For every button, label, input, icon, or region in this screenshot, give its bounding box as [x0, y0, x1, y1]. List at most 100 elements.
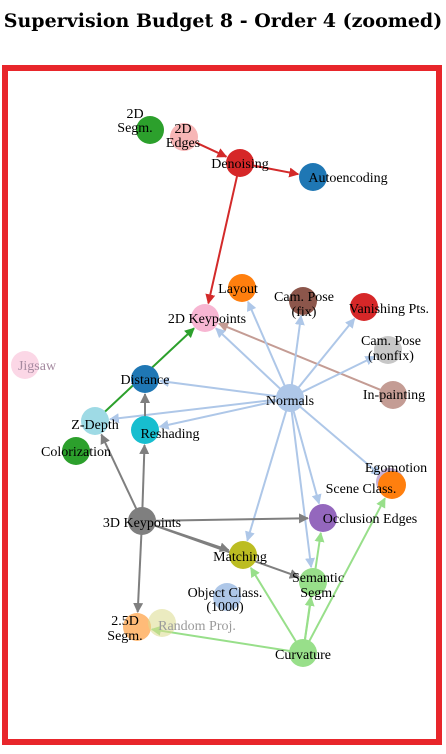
node-label-3d-keypoints: 3D Keypoints — [103, 516, 181, 531]
node-autoencoding — [299, 163, 327, 191]
node-label-jigsaw: Jigsaw — [18, 359, 57, 374]
node-label-random-proj: Random Proj. — [158, 619, 236, 634]
node-label-line: (nonfix) — [368, 349, 414, 364]
node-label-curvature: Curvature — [275, 648, 331, 663]
node-label-2d-keypoints: 2D Keypoints — [168, 312, 246, 327]
node-label-egomotion: Egomotion — [365, 461, 427, 476]
node-label-line: Normals — [266, 394, 314, 409]
node-normals — [276, 384, 304, 412]
edge-3d_keypoints-to-reshading — [139, 443, 150, 513]
node-label-2-5d-segm: 2.5D Segm. — [107, 614, 142, 644]
edge-denoising-to-autoencoding — [248, 163, 300, 178]
node-label-colorization: Colorization — [41, 445, 111, 460]
edge-normals-to-scene_class — [295, 402, 382, 477]
node-label-autoencoding: Autoencoding — [308, 171, 387, 186]
node-label-line: Matching — [213, 550, 267, 565]
edge-normals-to-distance — [158, 377, 282, 398]
node-z-depth — [81, 407, 109, 435]
node-label-line: Random Proj. — [158, 619, 236, 634]
node-label-line: Object Class. — [188, 586, 263, 601]
node-object-class — [213, 583, 241, 611]
node-label-layout: Layout — [218, 282, 258, 297]
node-label-line: Segm. — [117, 121, 152, 136]
labels-layer: 2D Segm. 2D EdgesDenoisingAutoencodingLayou… — [18, 107, 429, 663]
node-colorization — [62, 437, 90, 465]
node-label-line: Distance — [121, 373, 170, 388]
node-label-matching: Matching — [213, 550, 267, 565]
node-label-line: In-painting — [363, 388, 425, 403]
node-label-line: Egomotion — [365, 461, 427, 476]
node-curvature — [289, 639, 317, 667]
node-matching — [229, 541, 257, 569]
node-label-normals: Normals — [266, 394, 314, 409]
node-2d-keypoints — [191, 304, 219, 332]
node-label-semantic-segm: Semantic Segm. — [292, 571, 344, 601]
edge-curvature-to-scene_class — [306, 497, 386, 647]
node-label-line: Semantic — [292, 571, 344, 586]
node-layout — [228, 274, 256, 302]
node-label-cam-pose-fix: Cam. Pose (fix) — [274, 290, 334, 320]
node-label-line: Segm. — [300, 586, 335, 601]
node-random-proj — [148, 609, 176, 637]
node-label-line: Segm. — [107, 629, 142, 644]
node-vanishing-pts — [350, 293, 378, 321]
edge-normals-to-z_depth — [108, 397, 282, 424]
node-label-reshading: Reshading — [140, 427, 199, 442]
node-semantic-segm — [299, 568, 327, 596]
edge-2d_edges-to-denoising — [191, 139, 228, 158]
node-label-line: Colorization — [41, 445, 111, 460]
node-label-in-painting: In-painting — [363, 388, 425, 403]
node-label-scene-class: Scene Class. — [326, 482, 397, 497]
node-label-2d-segm: 2D Segm. — [117, 107, 152, 136]
edge-3d_keypoints-to-occlusion_edges — [150, 513, 310, 524]
node-label-line: Cam. Pose — [361, 334, 421, 349]
node-label-line: Cam. Pose — [274, 290, 334, 305]
node-label-line: 2.5D — [111, 614, 139, 629]
edge-normals-to-2d_keypoints — [215, 327, 285, 393]
node-label-line: Vanishing Pts. — [349, 302, 429, 317]
edge-3d_keypoints-to-z_depth — [100, 433, 140, 514]
node-distance — [131, 365, 159, 393]
nodes-layer — [11, 116, 407, 667]
node-label-line: 2D — [174, 122, 191, 137]
node-label-line: (1000) — [206, 600, 244, 615]
node-label-2d-edges: 2D Edges — [166, 122, 200, 151]
edges-layer — [100, 139, 386, 653]
edge-3d_keypoints-to-2_5d_segm — [133, 529, 144, 614]
node-label-z-depth: Z-Depth — [71, 418, 118, 433]
edge-normals-to-occlusion_edges — [291, 405, 322, 505]
node-label-line: Edges — [166, 136, 200, 151]
node-label-line: 2D — [126, 107, 143, 122]
node-scene-class — [378, 471, 406, 499]
node-label-line: Layout — [218, 282, 258, 297]
node-label-line: (fix) — [292, 305, 317, 320]
node-occlusion-edges — [309, 504, 337, 532]
node-label-line: Curvature — [275, 648, 331, 663]
node-2-5d-segm — [123, 613, 151, 641]
node-label-line: Autoencoding — [308, 171, 387, 186]
node-denoising — [226, 149, 254, 177]
node-label-vanishing-pts: Vanishing Pts. — [349, 302, 429, 317]
node-label-line: Denoising — [211, 157, 269, 172]
node-label-line: 3D Keypoints — [103, 516, 181, 531]
page-title: Supervision Budget 8 - Order 4 (zoomed) — [3, 10, 443, 32]
node-cam-pose-fix — [289, 287, 317, 315]
node-label-occlusion-edges: Occlusion Edges — [323, 512, 417, 527]
node-cam-pose-nonfix — [374, 336, 402, 364]
node-2d-edges — [170, 123, 198, 151]
edge-normals-to-vanishing_pts — [294, 317, 356, 393]
node-in-painting — [379, 381, 407, 409]
edge-curvature-to-2_5d_segm — [150, 625, 295, 653]
frame-border — [2, 65, 442, 745]
edge-normals-to-layout — [247, 300, 288, 391]
node-label-line: Z-Depth — [71, 418, 118, 433]
node-label-line: Occlusion Edges — [323, 512, 417, 527]
node-label-line: 2D Keypoints — [168, 312, 246, 327]
edge-3d_keypoints-to-semantic_segm — [149, 522, 300, 579]
edge-curvature-to-matching — [249, 566, 300, 647]
edge-normals-to-cam_pose_fix — [290, 314, 305, 390]
node-label-distance: Distance — [121, 373, 170, 388]
node-jigsaw — [11, 351, 39, 379]
edge-normals-to-matching — [245, 405, 289, 542]
